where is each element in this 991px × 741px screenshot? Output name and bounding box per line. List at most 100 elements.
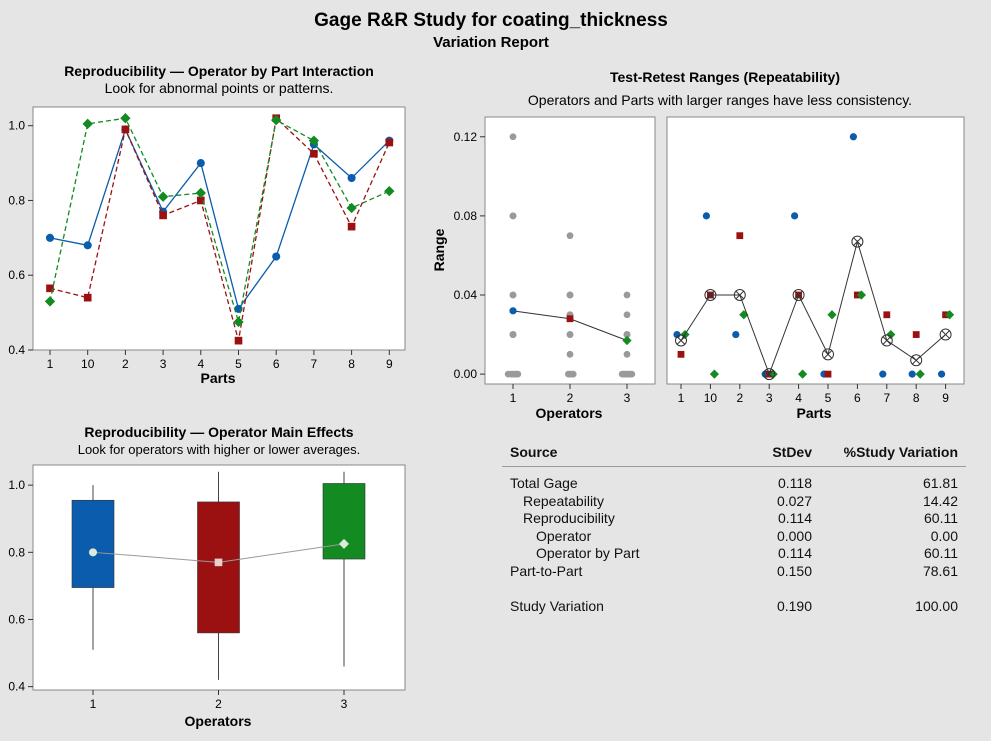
- ranges-part-x-tick-label: 4: [795, 391, 802, 405]
- interaction-point: [45, 233, 55, 242]
- ranges-part-point: [938, 370, 946, 378]
- main-effects-x-label: Operators: [185, 713, 252, 729]
- ranges-part-x-tick-label: 5: [825, 391, 832, 405]
- table-row: Study Variation 0.190 100.00: [502, 594, 966, 614]
- main-effects-subtitle: Look for operators with higher or lower …: [78, 442, 361, 457]
- ranges-part-point: [739, 310, 749, 320]
- interaction-point: [83, 241, 92, 250]
- ranges-operator-point: [566, 232, 574, 240]
- ranges-part-mean-cross: [794, 290, 803, 300]
- ranges-operator-x-tick-label: 1: [510, 391, 517, 405]
- ranges-operator-point: [509, 212, 517, 220]
- ranges-operator-point: [566, 350, 574, 358]
- ranges-operator-point: [514, 370, 522, 378]
- ranges-part-x-tick-label: 1: [678, 391, 685, 405]
- interaction-point: [44, 296, 56, 307]
- ranges-part-mean-line: [680, 239, 946, 376]
- ranges-operator-mean-point: [566, 315, 574, 323]
- ranges-part-mean-cross: [941, 330, 950, 339]
- ranges-part-point: [915, 369, 925, 379]
- ranges-part-mean-marker: [851, 235, 864, 248]
- interaction-y-tick-label: 0.8: [8, 193, 25, 207]
- ranges-operator-x-tick-label: 3: [624, 391, 631, 405]
- row-source: Repeatability: [523, 492, 604, 509]
- interaction-x-tick-label: 9: [386, 357, 393, 371]
- ranges-part-point: [702, 212, 711, 220]
- row-study-variation: 61.81: [922, 475, 958, 491]
- row-stdev: 0.027: [776, 492, 812, 509]
- variance-table: Source StDev %Study Variation Total Gage…: [502, 440, 966, 614]
- row-source: Reproducibility: [523, 510, 615, 526]
- row-source: Part-to-Part: [510, 562, 583, 579]
- ranges-part-point: [824, 370, 832, 378]
- ranges-operator-point: [623, 291, 631, 299]
- ranges-part-point: [849, 133, 858, 141]
- main-effects-mean-point: [214, 558, 223, 567]
- table-row: Operator 0.000 0.00: [502, 524, 966, 544]
- header-stdev: StDev: [772, 444, 812, 460]
- interaction-point: [272, 252, 281, 261]
- row-source: Study Variation: [510, 597, 604, 614]
- interaction-x-tick-label: 10: [81, 357, 95, 371]
- ranges-part-point: [768, 369, 778, 379]
- main-effects-mean-point: [339, 538, 349, 549]
- table-header: Source StDev %Study Variation: [502, 440, 966, 467]
- ranges-part-mean-cross: [911, 356, 921, 365]
- ranges-y-tick-label: 0.00: [454, 367, 478, 381]
- ranges-part-x-tick-label: 6: [854, 391, 861, 405]
- interaction-x-tick-label: 7: [311, 357, 318, 371]
- ranges-operator-point: [623, 350, 631, 358]
- interaction-point: [46, 284, 54, 293]
- interaction-point: [308, 135, 320, 146]
- row-stdev: 0.150: [776, 562, 812, 579]
- ranges-part-mean-cross: [853, 237, 862, 246]
- ranges-part-mean-marker: [939, 328, 952, 341]
- ranges-part-point: [798, 369, 808, 379]
- interaction-x-tick-label: 4: [197, 357, 204, 371]
- interaction-point: [271, 114, 282, 126]
- interaction-plot-area: [32, 106, 406, 351]
- interaction-point: [385, 138, 394, 147]
- row-study-variation: 14.42: [922, 492, 958, 509]
- interaction-point: [120, 113, 131, 124]
- ranges-part-mean-marker: [822, 348, 834, 361]
- interaction-point: [195, 187, 206, 199]
- interaction-series-line: [49, 117, 390, 323]
- ranges-part-point: [879, 370, 887, 378]
- ranges-part-x-tick-label: 9: [942, 391, 949, 405]
- interaction-subtitle: Look for abnormal points or patterns.: [105, 80, 334, 96]
- ranges-part-mean-cross: [882, 336, 892, 345]
- interaction-x-tick-label: 8: [348, 357, 355, 371]
- ranges-part-point: [883, 311, 891, 319]
- table-row: Operator by Part 0.114 60.11: [502, 541, 966, 561]
- interaction-point: [121, 125, 130, 134]
- ranges-part-mean-marker: [704, 289, 717, 301]
- ranges-part-mean-cross: [735, 290, 745, 300]
- header-source: Source: [510, 444, 558, 460]
- main-effects-y-tick-label: 0.4: [8, 680, 25, 694]
- ranges-part-point: [908, 370, 916, 378]
- main-effects-mean-point: [89, 548, 97, 557]
- ranges-operator-x-tick-label: 2: [567, 391, 574, 405]
- ranges-part-point: [673, 330, 681, 339]
- interaction-point: [83, 293, 92, 302]
- interaction-point: [310, 149, 318, 158]
- ranges-operator-mean-point: [622, 335, 632, 346]
- main-effects-x-tick-label: 1: [90, 697, 97, 711]
- ranges-part-x-tick-label: 3: [766, 391, 773, 405]
- main-effects-box: [197, 501, 240, 634]
- ranges-part-point: [945, 310, 955, 320]
- ranges-part-point: [709, 369, 719, 379]
- ranges-part-point: [912, 331, 920, 338]
- ranges-operator-point: [509, 331, 517, 338]
- interaction-point: [157, 191, 169, 202]
- ranges-operator-point: [566, 291, 574, 299]
- interaction-series-line: [49, 127, 390, 311]
- interaction-x-tick-label: 1: [47, 357, 54, 371]
- ranges-part-point: [736, 232, 744, 240]
- interaction-x-tick-label: 3: [160, 357, 167, 371]
- ranges-operator-point: [566, 331, 574, 338]
- ranges-part-mean-cross: [676, 336, 686, 345]
- ranges-part-point: [827, 310, 837, 320]
